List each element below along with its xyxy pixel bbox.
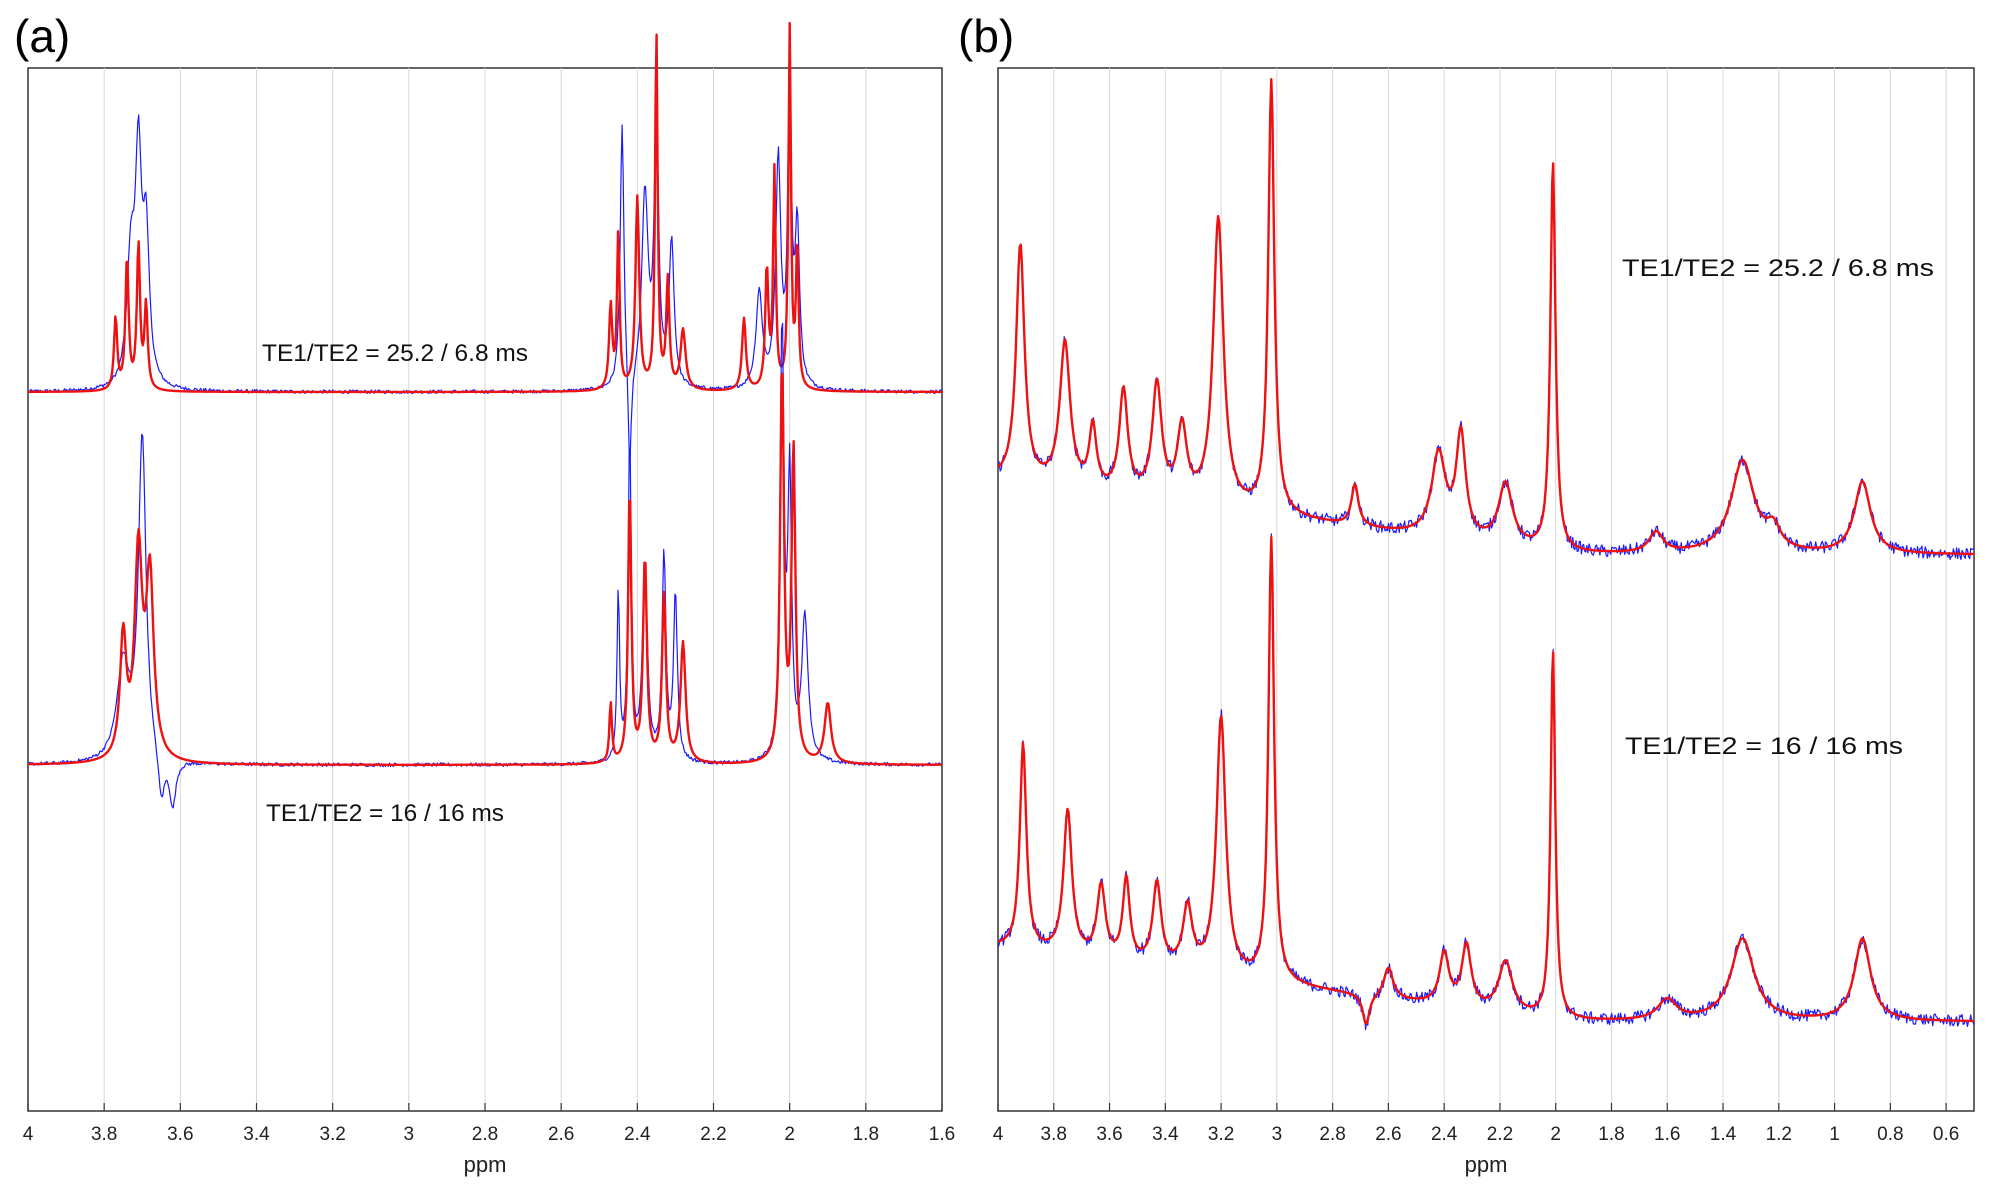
panel-a-tick-label: 2.2 [700,1124,726,1145]
panel-a-tick-label: 1.6 [929,1124,955,1145]
panel-b-tick-label: 3 [1272,1124,1283,1145]
panel-a-tick-label: 2.6 [548,1124,574,1145]
panel-a-annotation-bottom: TE1/TE2 = 16 / 16 ms [266,800,504,827]
panel-a-tick-label: 1.8 [853,1124,879,1145]
panel-b-ticks [997,1103,1947,1111]
panel-a-gridlines [103,68,867,1111]
spectrum-fit-line [997,535,1975,1025]
panel-b-tick-label: 2.8 [1319,1124,1345,1145]
panel-a-ticks [27,1103,943,1111]
panel-a-tick-label: 3.6 [167,1124,193,1145]
panel-a-annotation-top: TE1/TE2 = 25.2 / 6.8 ms [262,340,528,367]
panel-b-tick-label: 3.8 [1041,1124,1067,1145]
panel-a-traces [27,21,943,809]
panel-b-tick-label: 0.6 [1933,1124,1959,1145]
panel-b-tick-label: 1.2 [1766,1124,1792,1145]
panel-a-letter: (a) [14,10,70,62]
spectrum-fit-line [27,372,943,766]
panel-a: (a) 4 3.8 3.6 3.4 3.2 3 2.8 2.6 2.4 2.2 … [14,10,955,1177]
panel-b-tick-label: 3.2 [1208,1124,1234,1145]
panel-b-letter: (b) [958,10,1014,62]
panel-a-tick-label: 3 [404,1124,415,1145]
spectrum-fit-line [27,21,943,394]
panel-b-tick-labels: 4 3.8 3.6 3.4 3.2 3 2.8 2.6 2.4 2.2 2 1.… [993,1124,1960,1145]
panel-b-traces [997,78,1975,1031]
panel-b-tick-label: 1.8 [1598,1124,1624,1145]
panel-a-tick-label: 3.4 [243,1124,270,1145]
panel-b-annotation-bottom: TE1/TE2 = 16 / 16 ms [1625,733,1903,760]
panel-b-tick-label: 1 [1829,1124,1840,1145]
panel-b-tick-label: 1.4 [1710,1124,1737,1145]
panel-b-tick-label: 0.8 [1877,1124,1903,1145]
panel-b-tick-label: 1.6 [1654,1124,1680,1145]
spectrum-measured-line [27,322,943,809]
panel-b-plot-frame [997,67,1975,1112]
panel-b-tick-label: 3.6 [1096,1124,1122,1145]
spectrum-fit-line [997,78,1975,556]
panel-b-tick-label: 2.4 [1431,1124,1458,1145]
panel-a-tick-label: 2.8 [472,1124,498,1145]
panel-a-tick-label: 2.4 [624,1124,651,1145]
panel-b-annotation-top: TE1/TE2 = 25.2 / 6.8 ms [1622,255,1934,282]
panel-b-tick-label: 2.2 [1487,1124,1513,1145]
panel-b: (b) 4 3.8 3.6 3.4 3.2 3 2.8 2.6 2.4 2.2 … [958,10,1975,1177]
panel-b-xlabel: ppm [1465,1152,1508,1177]
panel-b-tick-label: 2.6 [1375,1124,1401,1145]
panel-b-tick-label: 2 [1550,1124,1561,1145]
panel-b-tick-label: 4 [993,1124,1004,1145]
panel-a-tick-label: 3.2 [319,1124,345,1145]
panel-a-tick-label: 4 [23,1124,34,1145]
panel-b-gridlines [1053,68,1947,1111]
panel-a-xlabel: ppm [464,1152,507,1177]
panel-a-tick-label: 3.8 [91,1124,117,1145]
panel-a-tick-labels: 4 3.8 3.6 3.4 3.2 3 2.8 2.6 2.4 2.2 2 1.… [23,1124,956,1145]
panel-a-tick-label: 2 [784,1124,795,1145]
panel-b-tick-label: 3.4 [1152,1124,1179,1145]
